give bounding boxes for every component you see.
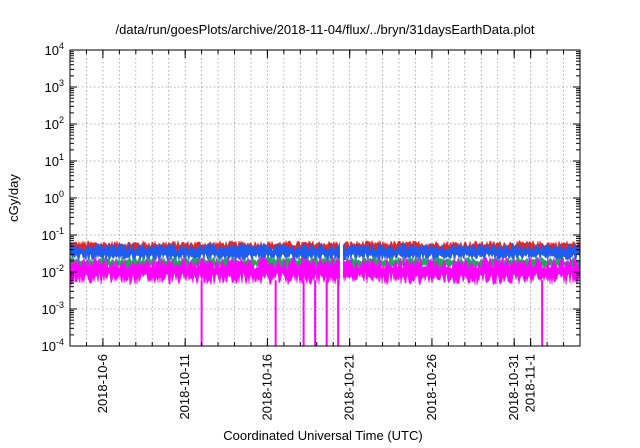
- y-tick-label: 101: [45, 152, 64, 169]
- x-tick-label: 2018-10-16: [259, 354, 274, 421]
- y-tick-label: 104: [45, 41, 64, 58]
- x-tick-label: 2018-11-1: [523, 354, 538, 412]
- x-tick-label: 2018-10-31: [506, 354, 521, 421]
- y-tick-label: 10-1: [42, 226, 64, 243]
- data-gap: [339, 235, 343, 292]
- y-tick-label: 103: [45, 78, 64, 95]
- x-axis-label: Coordinated Universal Time (UTC): [223, 428, 422, 443]
- y-tick-label: 10-3: [42, 300, 64, 317]
- axis-ticks: [69, 49, 581, 347]
- x-tick-label: 2018-10-11: [177, 354, 192, 420]
- chart-title: /data/run/goesPlots/archive/2018-11-04/f…: [116, 22, 535, 37]
- y-tick-label: 10-2: [42, 263, 64, 280]
- x-tick-label: 2018-10-26: [424, 354, 439, 421]
- data-series: [69, 235, 581, 346]
- x-tick-label: 2018-10-21: [342, 354, 357, 421]
- y-tick-label: 100: [45, 189, 64, 206]
- x-tick-label: 2018-10-6: [95, 354, 110, 413]
- x-tick-labels: 2018-10-6 2018-10-11 2018-10-16 2018-10-21 2…: [95, 354, 538, 421]
- grid-lines: [70, 50, 580, 346]
- y-tick-label: 102: [45, 115, 64, 132]
- y-tick-labels: 10-4 10-3 10-2 10-1 100 101 102 103 104: [42, 41, 64, 354]
- y-axis-label: cGy/day: [6, 174, 21, 222]
- y-tick-label: 10-4: [42, 337, 64, 354]
